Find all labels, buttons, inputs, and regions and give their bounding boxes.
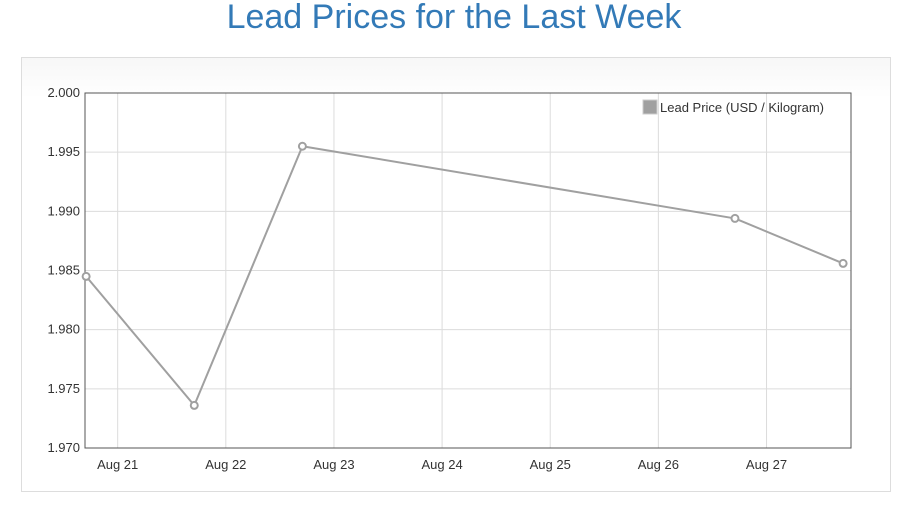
x-tick-label: Aug 24 (421, 457, 462, 472)
plot-frame (84, 92, 852, 449)
y-tick-label: 1.995 (47, 144, 80, 159)
y-tick-label: 1.985 (47, 263, 80, 278)
x-tick-label: Aug 22 (205, 457, 246, 472)
x-tick-label: Aug 25 (530, 457, 571, 472)
page-title: Lead Prices for the Last Week (226, 0, 682, 36)
data-point (730, 213, 740, 223)
y-tick-label: 1.980 (47, 322, 80, 337)
legend-label: Lead Price (USD / Kilogram) (660, 100, 824, 115)
data-point (189, 400, 199, 410)
y-tick-label: 1.975 (47, 381, 80, 396)
x-tick-label: Aug 23 (313, 457, 354, 472)
y-tick-label: 2.000 (47, 85, 80, 100)
data-point (81, 271, 91, 281)
data-point (297, 141, 307, 151)
x-tick-label: Aug 26 (638, 457, 679, 472)
grid-layer (85, 92, 851, 449)
data-point (838, 258, 848, 268)
x-tick-label: Aug 21 (97, 457, 138, 472)
series-layer (81, 141, 848, 410)
y-tick-label: 1.970 (47, 440, 80, 455)
chart-panel: 1.970 1.975 1.980 1.985 1.990 1.995 2.000 Aug 2… (21, 57, 891, 492)
legend: Lead Price (USD / Kilogram) (642, 99, 824, 115)
y-tick-label: 1.990 (47, 203, 80, 218)
legend-swatch (642, 99, 658, 115)
axis-layer: 1.970 1.975 1.980 1.985 1.990 1.995 2.000 Aug 2… (47, 85, 852, 472)
x-tick-label: Aug 27 (746, 457, 787, 472)
lead-price-chart: 1.970 1.975 1.980 1.985 1.990 1.995 2.000 Aug 2… (47, 85, 852, 472)
series-line (85, 145, 844, 407)
